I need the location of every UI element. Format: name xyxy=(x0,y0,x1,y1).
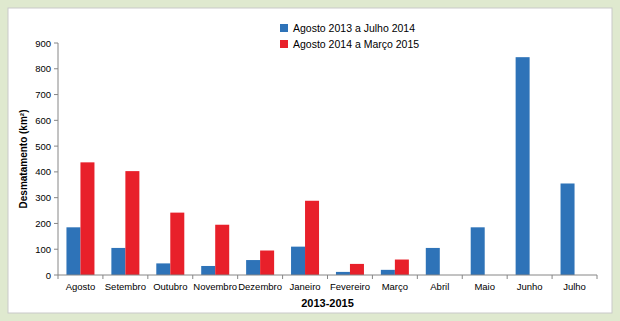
y-tick-label: 500 xyxy=(35,141,51,152)
x-tick xyxy=(417,275,418,279)
x-tick-label: Agosto xyxy=(66,281,96,292)
x-tick-label: Setembro xyxy=(105,281,146,292)
bar xyxy=(125,171,139,275)
bar xyxy=(291,247,305,275)
x-tick-label: Novembro xyxy=(193,281,237,292)
bar xyxy=(516,57,530,275)
y-tick-label: 300 xyxy=(35,192,51,203)
x-tick-label: Janeiro xyxy=(289,281,320,292)
y-axis xyxy=(58,43,59,275)
legend-label: Agosto 2014 a Março 2015 xyxy=(293,38,419,50)
bar xyxy=(471,227,485,275)
y-tick-label: 200 xyxy=(35,218,51,229)
x-axis-label: 2013-2015 xyxy=(301,297,354,309)
y-tick-label: 0 xyxy=(46,270,51,281)
x-tick xyxy=(552,275,553,279)
y-tick-label: 900 xyxy=(35,38,51,49)
x-tick-label: Maio xyxy=(474,281,495,292)
bar xyxy=(201,266,215,275)
y-tick xyxy=(54,68,58,69)
x-tick xyxy=(597,275,598,279)
bar xyxy=(395,260,409,275)
y-tick xyxy=(54,120,58,121)
x-tick xyxy=(58,275,59,279)
y-tick xyxy=(54,249,58,250)
bar xyxy=(260,251,274,275)
chart-container: 0 100 200 300 400 500 600 700 800 900 Agosto Setemb… xyxy=(0,0,620,321)
bar xyxy=(305,201,319,275)
x-tick xyxy=(462,275,463,279)
bar xyxy=(561,183,575,275)
y-tick xyxy=(54,197,58,198)
x-tick xyxy=(102,275,103,279)
bar xyxy=(350,264,364,275)
y-tick xyxy=(54,146,58,147)
y-axis-label: Desmatamento (km²) xyxy=(18,110,29,209)
bar xyxy=(156,263,170,275)
x-tick xyxy=(237,275,238,279)
x-tick-label: Fevereiro xyxy=(330,281,370,292)
x-tick xyxy=(282,275,283,279)
y-tick-label: 600 xyxy=(35,115,51,126)
y-tick-label: 100 xyxy=(35,244,51,255)
bar xyxy=(170,213,184,275)
legend-label: Agosto 2013 a Julho 2014 xyxy=(293,22,415,34)
bar xyxy=(215,225,229,275)
y-tick-label: 400 xyxy=(35,166,51,177)
x-tick-label: Março xyxy=(382,281,408,292)
y-tick xyxy=(54,43,58,44)
bar xyxy=(426,248,440,275)
y-tick xyxy=(54,94,58,95)
outer-frame xyxy=(0,0,620,321)
x-tick-label: Abril xyxy=(430,281,449,292)
chart: 0 100 200 300 400 500 600 700 800 900 Agosto Setemb… xyxy=(0,0,620,321)
x-tick xyxy=(192,275,193,279)
bar xyxy=(246,260,260,275)
x-tick xyxy=(147,275,148,279)
x-tick xyxy=(507,275,508,279)
y-tick-label: 800 xyxy=(35,63,51,74)
y-tick xyxy=(54,171,58,172)
x-tick xyxy=(327,275,328,279)
y-tick xyxy=(54,275,58,276)
bar xyxy=(381,270,395,275)
inner-frame xyxy=(8,8,612,313)
x-tick-label: Julho xyxy=(563,281,586,292)
bars xyxy=(66,57,574,275)
y-tick-label: 700 xyxy=(35,89,51,100)
bar xyxy=(66,227,80,275)
legend-swatch xyxy=(280,24,288,32)
y-tick xyxy=(54,223,58,224)
bar xyxy=(111,248,125,275)
x-tick xyxy=(372,275,373,279)
bar xyxy=(80,162,94,275)
legend-swatch xyxy=(280,40,288,48)
x-tick-label: Dezembro xyxy=(238,281,282,292)
x-tick-label: Junho xyxy=(517,281,543,292)
x-tick-label: Outubro xyxy=(153,281,187,292)
